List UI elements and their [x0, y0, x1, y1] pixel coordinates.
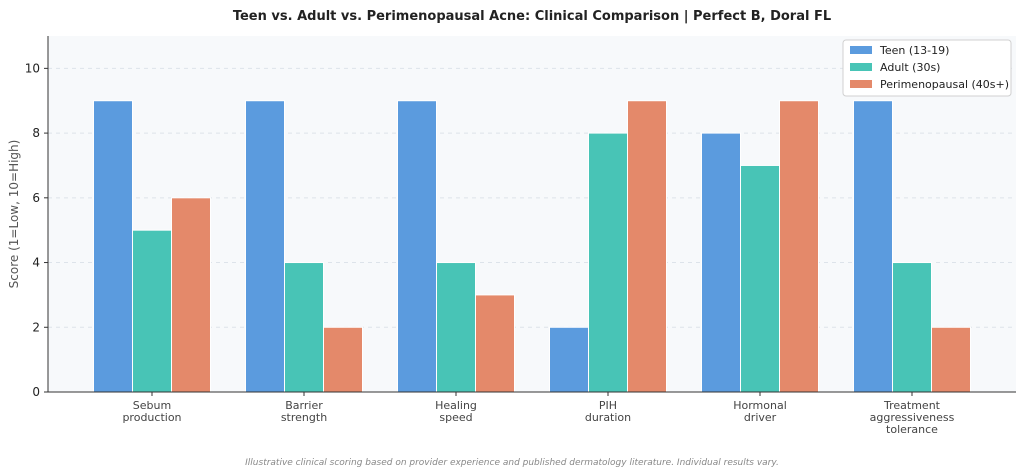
x-tick-label-line: production	[122, 411, 181, 424]
bar	[931, 326, 971, 393]
legend-label-perimenopausal: Perimenopausal (40s+)	[880, 78, 1009, 91]
bar	[701, 132, 741, 393]
bar	[627, 100, 667, 393]
chart-title: Teen vs. Adult vs. Perimenopausal Acne: …	[233, 9, 831, 24]
bar	[892, 262, 932, 393]
x-tick-label: Barrier strength	[281, 399, 327, 424]
y-tick-label: 0	[32, 385, 40, 399]
x-tick-label-line: Sebum	[133, 399, 171, 412]
x-tick-label-line: duration	[585, 411, 631, 424]
bar	[284, 262, 324, 393]
bar	[853, 100, 893, 393]
bars	[93, 100, 971, 393]
bar	[132, 229, 172, 393]
bar	[549, 326, 589, 393]
legend: Teen (13-19) Adult (30s) Perimenopausal …	[842, 39, 1012, 97]
bar	[779, 100, 819, 393]
legend-label-teen: Teen (13-19)	[879, 44, 949, 57]
legend-swatch-teen	[850, 46, 872, 54]
bar	[93, 100, 133, 393]
bar	[245, 100, 285, 393]
x-tick-label-line: tolerance	[886, 423, 938, 436]
x-tick-label: Treatment aggressiveness tolerance	[870, 399, 955, 436]
x-tick-label-line: Healing	[435, 399, 477, 412]
x-tick-label: Hormonal driver	[733, 399, 787, 424]
bar	[740, 164, 780, 393]
y-tick-label: 10	[25, 61, 40, 75]
y-ticks: 0 2 4 6 8 10	[25, 61, 48, 399]
bar	[397, 100, 437, 393]
bar	[436, 262, 476, 393]
x-tick-label-line: Barrier	[285, 399, 323, 412]
x-tick-label-line: PIH	[599, 399, 617, 412]
legend-box	[842, 39, 1012, 97]
bar	[171, 197, 211, 393]
bar	[588, 132, 628, 393]
legend-label-adult: Adult (30s)	[880, 61, 940, 74]
footnote: Illustrative clinical scoring based on p…	[245, 458, 779, 468]
x-tick-label: Healing speed	[435, 399, 477, 424]
y-tick-label: 8	[32, 126, 40, 140]
x-tick-label-line: strength	[281, 411, 327, 424]
y-tick-label: 4	[32, 256, 40, 270]
bar	[475, 294, 515, 393]
y-tick-label: 6	[32, 191, 40, 205]
x-tick-label: Sebum production	[122, 399, 181, 424]
x-tick-label: PIH duration	[585, 399, 631, 424]
x-tick-label-line: speed	[439, 411, 472, 424]
x-tick-label-line: Treatment	[883, 399, 941, 412]
x-tick-label-line: Hormonal	[733, 399, 787, 412]
x-tick-label-line: aggressiveness	[870, 411, 955, 424]
legend-swatch-perimenopausal	[850, 80, 872, 88]
x-ticks: Sebum production Barrier strength Healing spe…	[122, 392, 955, 436]
y-tick-label: 2	[32, 320, 40, 334]
x-tick-label-line: driver	[744, 411, 777, 424]
legend-swatch-adult	[850, 63, 872, 71]
bar	[323, 326, 363, 393]
y-axis-title: Score (1=Low, 10=High)	[7, 140, 21, 289]
